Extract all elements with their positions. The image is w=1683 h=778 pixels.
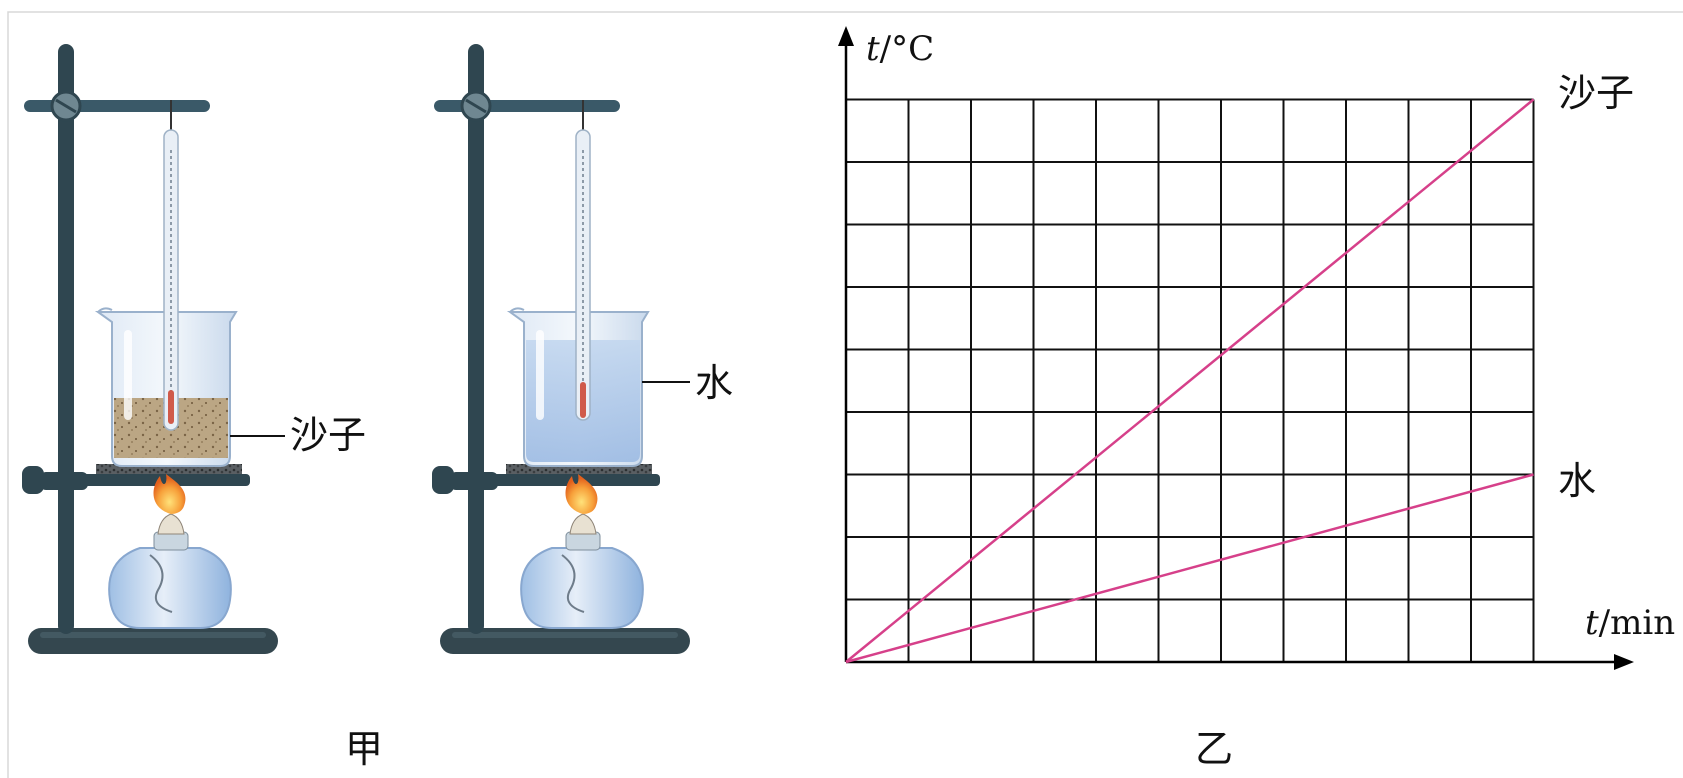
flame-icon bbox=[565, 474, 598, 514]
water-label: 水 bbox=[695, 361, 733, 405]
x-axis-arrow-icon bbox=[1614, 654, 1634, 670]
series-line-water bbox=[845, 473, 1534, 664]
support-ring bbox=[80, 474, 250, 486]
stand-rod bbox=[468, 44, 484, 634]
thermometer bbox=[163, 129, 179, 431]
wire-gauze bbox=[506, 464, 652, 474]
sand-label: 沙子 bbox=[290, 413, 366, 457]
thermometer bbox=[575, 129, 591, 421]
support-ring bbox=[490, 474, 660, 486]
temperature-time-graph bbox=[838, 26, 1634, 670]
x-axis-label: t/min bbox=[1585, 603, 1675, 643]
series-line-sand bbox=[845, 98, 1535, 663]
figure-frame bbox=[7, 11, 1683, 778]
apparatus-caption: 甲 bbox=[345, 727, 383, 771]
water-apparatus bbox=[432, 44, 690, 654]
sand-line-label: 沙子 bbox=[1558, 71, 1634, 115]
y-axis-arrow-icon bbox=[838, 26, 854, 46]
alcohol-lamp bbox=[108, 513, 232, 629]
graph-series bbox=[845, 98, 1535, 664]
stand-rod bbox=[58, 44, 74, 634]
wire-gauze bbox=[96, 464, 242, 474]
y-axis-label: t/°C bbox=[866, 29, 934, 69]
water-line-label: 水 bbox=[1558, 459, 1596, 503]
sand-apparatus bbox=[22, 44, 285, 654]
flame-icon bbox=[153, 474, 186, 514]
graph-caption: 乙 bbox=[1195, 727, 1233, 771]
alcohol-lamp bbox=[520, 513, 644, 629]
